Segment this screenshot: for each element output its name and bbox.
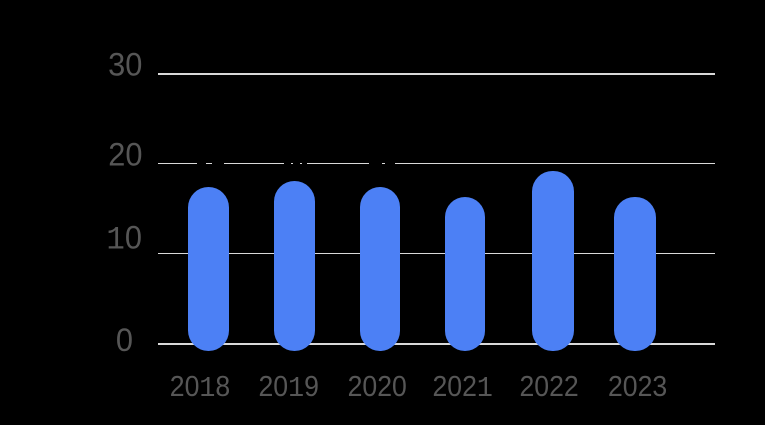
svg-text:2022: 2022 xyxy=(519,370,578,402)
svg-text:20: 20 xyxy=(108,136,142,173)
svg-text:2021: 2021 xyxy=(432,370,492,405)
svg-text:2019: 2019 xyxy=(258,370,318,405)
svg-text:2020: 2020 xyxy=(348,370,407,402)
svg-text:10: 10 xyxy=(106,218,142,258)
svg-text:0: 0 xyxy=(116,321,133,358)
svg-text:2023: 2023 xyxy=(608,370,667,402)
svg-text:2018: 2018 xyxy=(170,370,230,405)
svg-text:30: 30 xyxy=(108,45,142,82)
